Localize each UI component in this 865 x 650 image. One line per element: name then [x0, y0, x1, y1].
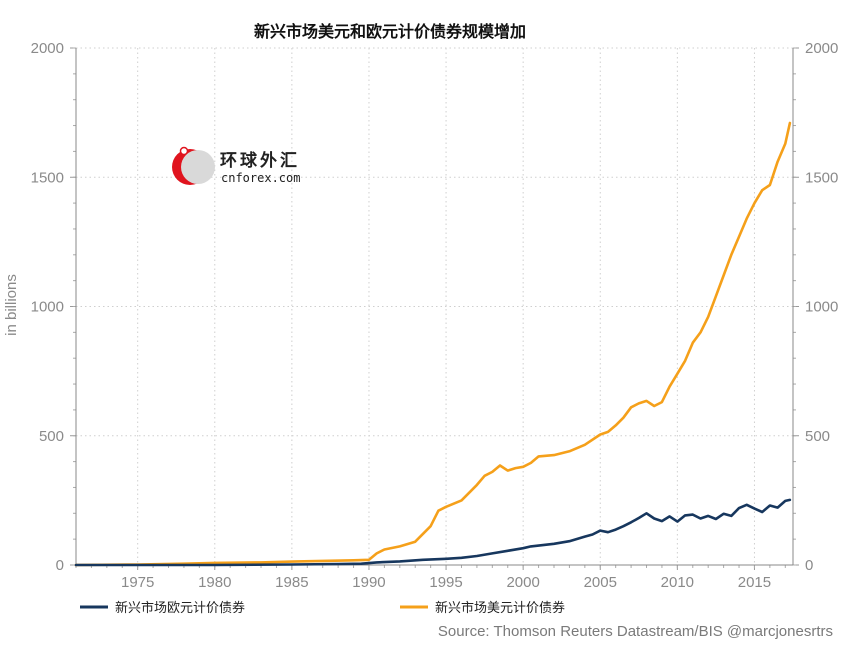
y-tick-label-left: 2000 [31, 40, 64, 57]
x-tick-label: 2015 [738, 574, 771, 591]
y-tick-label-right: 2000 [805, 40, 838, 57]
y-tick-label-left: 1500 [31, 169, 64, 186]
y-tick-label-right: 1000 [805, 299, 838, 316]
x-tick-label: 2010 [661, 574, 694, 591]
x-tick-label: 1990 [352, 574, 385, 591]
chart-title: 新兴市场美元和欧元计价债券规模增加 [254, 22, 526, 41]
x-tick-label: 1995 [429, 574, 462, 591]
y-tick-label-left: 500 [39, 428, 64, 445]
legend: 新兴市场欧元计价债券 新兴市场美元计价债券 [80, 600, 565, 616]
y-tick-label-right: 500 [805, 428, 830, 445]
logo-dot-icon [179, 146, 189, 156]
series-line-1 [74, 121, 792, 567]
logo-domain: cnforex.com [221, 171, 300, 185]
grid [76, 47, 793, 566]
y-axis-label: in billions [3, 274, 20, 336]
x-tick-label: 1980 [198, 574, 231, 591]
y-tick-label-left: 1000 [31, 299, 64, 316]
series-lines [74, 121, 792, 567]
source-note: Source: Thomson Reuters Datastream/BIS @… [438, 623, 833, 640]
cnforex-logo: 环球外汇 cnforex.com [172, 146, 300, 185]
axes [70, 47, 799, 570]
tick-labels: 1975 1980 1985 1990 1995 2000 2005 2010 2015 0 0 50… [31, 40, 839, 591]
series-line-0 [74, 498, 792, 567]
x-tick-label: 1985 [275, 574, 308, 591]
x-tick-label: 2005 [584, 574, 617, 591]
legend-label-0: 新兴市场欧元计价债券 [115, 600, 245, 616]
x-tick-label: 2000 [506, 574, 539, 591]
logo-name: 环球外汇 [220, 150, 300, 171]
y-tick-label-right: 1500 [805, 169, 838, 186]
legend-label-1: 新兴市场美元计价债券 [435, 600, 565, 616]
x-tick-label: 1975 [121, 574, 154, 591]
logo-globe-icon [181, 150, 215, 184]
y-tick-label-left: 0 [56, 557, 64, 574]
y-tick-label-right: 0 [805, 557, 813, 574]
